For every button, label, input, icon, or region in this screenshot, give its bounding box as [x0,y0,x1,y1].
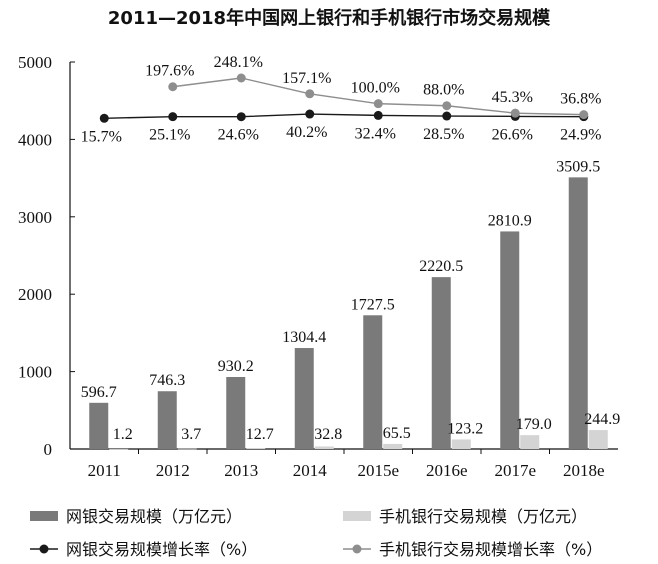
legend-marker [352,544,362,554]
online-growth-label: 15.7% [81,128,122,145]
online-banking-bar [568,177,588,450]
online-growth-label: 26.6% [492,126,533,143]
mobile-banking-bar [109,448,129,450]
mobile-growth-point [510,108,520,118]
legend-swatch [30,511,58,521]
online-growth-point [373,110,383,120]
online-growth-label: 28.5% [423,126,464,143]
legend-label: 手机银行交易规模（万亿元） [379,507,587,526]
mobile-banking-bar [177,448,197,450]
mobile-growth-point [373,99,383,109]
mobile-banking-bar [314,446,334,449]
y-tick-label: 0 [44,440,53,459]
online-banking-bar [157,391,177,449]
online-growth-point [236,112,246,122]
mobile-growth-label: 100.0% [351,80,400,97]
legend-label: 网银交易规模增长率（%） [66,540,257,559]
lines [99,73,589,123]
online-growth-label: 32.4% [355,125,396,142]
mobile-banking-value-label: 123.2 [447,420,483,437]
online-banking-value-label: 930.2 [218,358,254,375]
mobile-banking-bar [383,443,403,449]
online-banking-bar [500,231,520,449]
bars [89,177,608,450]
mobile-banking-bar [451,439,471,449]
mobile-banking-bar [520,435,540,449]
legend-label: 网银交易规模（万亿元） [66,507,242,526]
mobile-growth-label: 157.1% [282,70,331,87]
mobile-banking-value-label: 12.7 [246,426,274,443]
mobile-banking-value-label: 65.5 [383,425,411,442]
x-tick-label: 2016e [426,461,468,480]
online-banking-bar [294,348,314,449]
legend-label: 手机银行交易规模增长率（%） [379,540,602,559]
legend-swatch [343,511,371,521]
online-banking-bar [431,277,451,449]
online-banking-value-label: 1727.5 [351,296,395,313]
mobile-growth-point [442,101,452,111]
mobile-banking-bar [588,430,608,449]
online-growth-line [104,113,584,119]
mobile-banking-value-label: 32.8 [314,426,342,443]
legend-marker [39,544,49,554]
y-tick-label: 4000 [18,130,52,149]
mobile-banking-value-label: 3.7 [181,426,201,443]
online-growth-point [442,111,452,121]
mobile-banking-value-label: 1.2 [113,426,133,443]
online-banking-value-label: 596.7 [81,384,117,401]
mobile-growth-point [305,89,315,99]
mobile-banking-bar [246,448,266,449]
online-growth-label: 40.2% [286,124,327,141]
mobile-banking-value-label: 179.0 [516,416,552,433]
x-tick-label: 2011 [88,461,121,480]
mobile-growth-label: 45.3% [492,89,533,106]
mobile-banking-value-label: 244.9 [584,411,620,428]
online-banking-bar [89,402,109,449]
online-growth-label: 24.6% [218,127,259,144]
mobile-growth-label: 197.6% [145,63,194,80]
online-banking-value-label: 2220.5 [419,258,463,275]
mobile-growth-label: 88.0% [423,82,464,99]
online-growth-point [305,109,315,119]
chart-title: 2011—2018年中国网上银行和手机银行市场交易规模 [108,7,551,29]
x-tick-label: 2015e [357,461,399,480]
online-banking-bar [363,315,383,449]
x-tick-label: 2014 [293,461,328,480]
online-growth-label: 24.9% [560,127,601,144]
online-growth-point [99,113,109,123]
data-labels: 596.7 746.3 930.2 1304.4 1727.5 2220.5 2810.9 3… [81,54,621,443]
mobile-growth-point [236,73,246,83]
legend: 网银交易规模（万亿元） 手机银行交易规模（万亿元） 网银交易规模增长率（%） 手机银行… [30,507,602,559]
x-tick-label: 2013 [224,461,258,480]
online-growth-point [168,112,178,122]
online-banking-value-label: 2810.9 [488,212,532,229]
y-tick-label: 3000 [18,208,52,227]
online-banking-bar [226,377,246,449]
online-growth-label: 25.1% [149,127,190,144]
x-tick-label: 2012 [156,461,190,480]
online-banking-value-label: 3509.5 [556,158,600,175]
y-tick-label: 1000 [18,363,52,382]
mobile-growth-point [579,110,589,120]
y-tick-label: 5000 [18,53,52,72]
mobile-growth-label: 248.1% [214,54,263,71]
x-tick-label: 2018e [563,461,605,480]
axes: 0 1000 2000 3000 4000 5000 2011 2012 2013 2014 201… [18,53,618,480]
mobile-growth-point [168,82,178,92]
online-banking-value-label: 746.3 [149,372,185,389]
mobile-growth-label: 36.8% [560,91,601,108]
y-tick-label: 2000 [18,285,52,304]
x-tick-label: 2017e [494,461,536,480]
online-banking-value-label: 1304.4 [282,329,326,346]
